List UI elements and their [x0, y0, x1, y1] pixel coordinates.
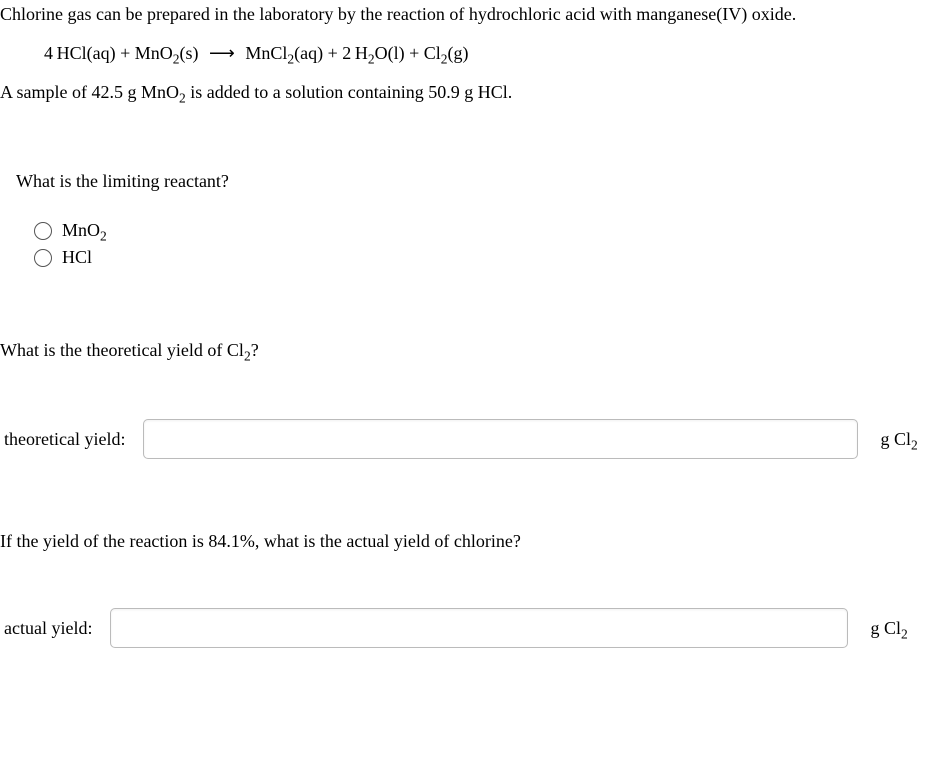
intro-text: Chlorine gas can be prepared in the labo… — [0, 4, 933, 25]
actual-yield-unit: g Cl2 — [870, 618, 907, 639]
q2-text: What is the theoretical yield of Cl2? — [0, 340, 933, 361]
q2-text-b: ? — [251, 340, 259, 360]
radio-circle-icon — [34, 222, 52, 240]
theoretical-yield-unit: g Cl2 — [880, 429, 917, 450]
eq-plus-2: + 2 — [323, 43, 351, 63]
radio-option-mno2[interactable]: MnO2 — [34, 220, 933, 241]
radio-label-mno2-sub: 2 — [100, 229, 107, 244]
sample-text: A sample of 42.5 g MnO2 is added to a so… — [0, 82, 933, 103]
eq-species-hcl: HCl(aq) — [57, 43, 116, 63]
radio-option-hcl[interactable]: HCl — [34, 247, 933, 268]
actual-yield-input[interactable] — [110, 608, 848, 648]
q3-text: If the yield of the reaction is 84.1%, w… — [0, 531, 933, 552]
eq-arrow-icon: ⟶ — [203, 43, 241, 63]
eq-species-mno2-b: (s) — [180, 43, 199, 63]
radio-label-mno2: MnO2 — [62, 220, 107, 241]
eq-species-cl2-a: Cl — [424, 43, 441, 63]
theoretical-yield-input[interactable] — [143, 419, 858, 459]
eq-species-h2o-b: O(l) — [375, 43, 405, 63]
eq-species-cl2-b: (g) — [448, 43, 469, 63]
radio-label-hcl: HCl — [62, 247, 92, 268]
eq-plus-3: + — [405, 43, 424, 63]
q2-text-sub: 2 — [244, 349, 251, 364]
eq-coef-1: 4 — [44, 43, 53, 63]
q1-text: What is the limiting reactant? — [16, 171, 933, 192]
radio-label-mno2-a: MnO — [62, 220, 100, 240]
limiting-reactant-radio-group: MnO2 HCl — [34, 220, 933, 268]
unit-sub: 2 — [911, 437, 918, 452]
eq-species-mno2-sub: 2 — [173, 52, 180, 67]
eq-species-cl2-sub: 2 — [441, 52, 448, 67]
q2-text-a: What is the theoretical yield of Cl — [0, 340, 244, 360]
sample-text-b: is added to a solution containing 50.9 g… — [186, 82, 512, 102]
radio-circle-icon — [34, 249, 52, 267]
eq-plus-1: + — [116, 43, 135, 63]
reaction-equation: 4 HCl(aq) + MnO2(s) ⟶ MnCl2(aq) + 2 H2O(… — [44, 43, 933, 64]
eq-species-h2o-sub: 2 — [368, 52, 375, 67]
eq-species-mno2-a: MnO — [135, 43, 173, 63]
eq-species-h2o-a: H — [355, 43, 368, 63]
eq-species-mncl2-b: (aq) — [294, 43, 323, 63]
actual-yield-label: actual yield: — [4, 618, 92, 639]
eq-species-mncl2-a: MnCl — [245, 43, 287, 63]
theoretical-yield-label: theoretical yield: — [4, 429, 125, 450]
unit-a: g Cl — [870, 618, 901, 638]
sample-text-a: A sample of 42.5 g MnO — [0, 82, 179, 102]
sample-text-sub: 2 — [179, 91, 186, 106]
unit-sub: 2 — [901, 626, 908, 641]
unit-a: g Cl — [880, 429, 911, 449]
